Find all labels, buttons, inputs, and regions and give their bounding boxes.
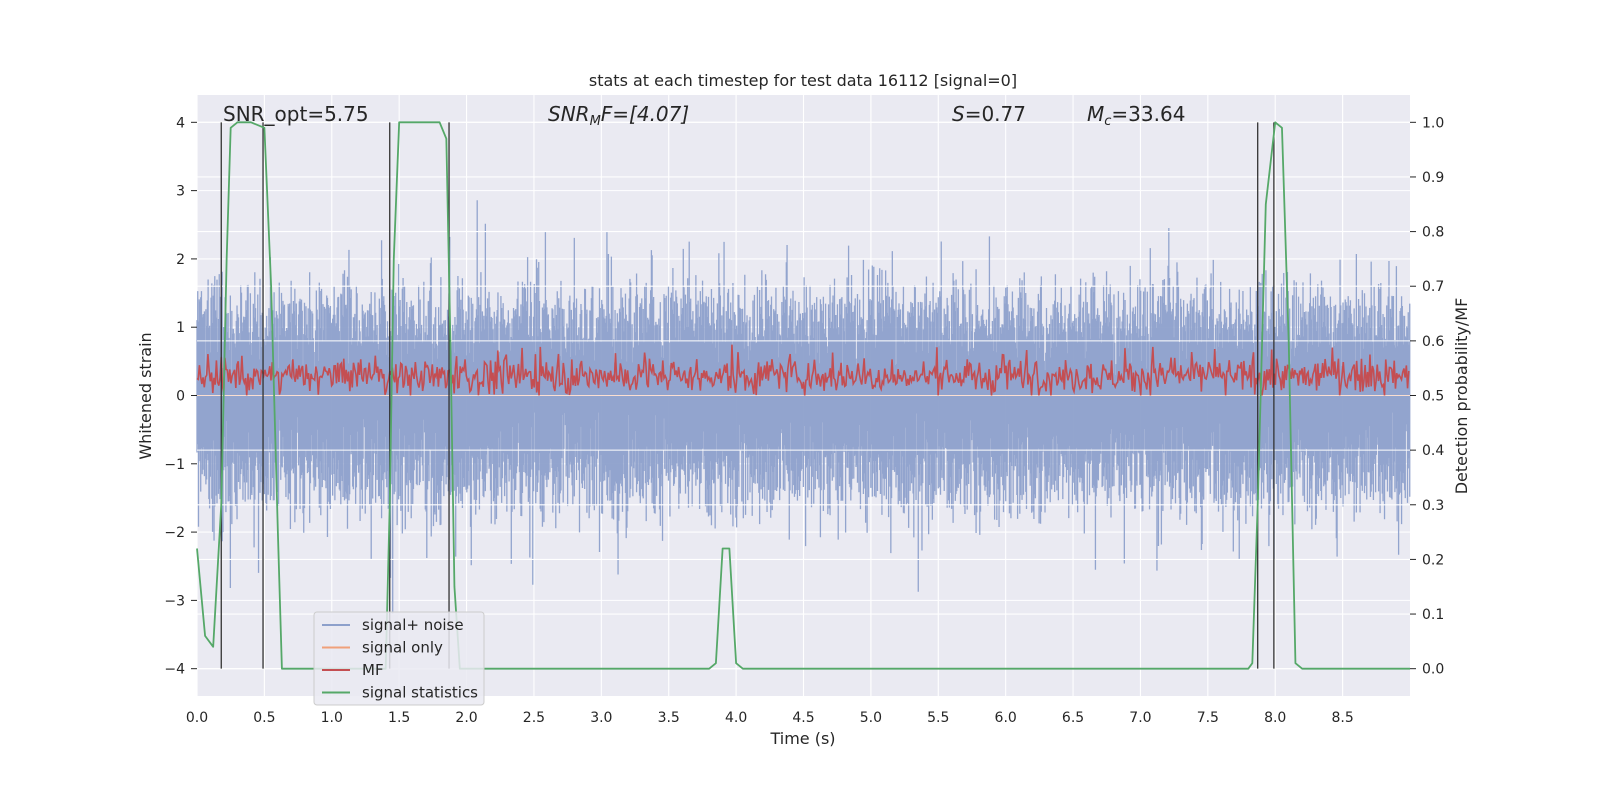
right-y-tick-label: 1.0 bbox=[1422, 115, 1444, 131]
right-y-tick-label: 0.8 bbox=[1422, 225, 1444, 241]
x-tick-label: 6.5 bbox=[1062, 710, 1084, 726]
right-y-tick-label: 0.1 bbox=[1422, 607, 1444, 623]
left-y-tick-label: −3 bbox=[164, 593, 185, 609]
right-y-tick-label: 0.2 bbox=[1422, 552, 1444, 568]
mf-line bbox=[196, 344, 1410, 396]
right-y-axis-label: Detection probability/MF bbox=[1452, 298, 1471, 495]
right-y-tick-label: 0.9 bbox=[1422, 170, 1444, 186]
x-axis-label: Time (s) bbox=[769, 729, 835, 748]
x-tick-label: 2.0 bbox=[455, 710, 477, 726]
x-tick-label: 0.0 bbox=[186, 710, 208, 726]
x-tick-label: 7.5 bbox=[1197, 710, 1219, 726]
snr-mf-annotation: SNRMF=[4.07] bbox=[548, 102, 689, 129]
right-y-tick-label: 0.6 bbox=[1422, 334, 1444, 350]
legend-label: signal statistics bbox=[362, 684, 478, 702]
s-value: =0.77 bbox=[965, 102, 1026, 126]
chart-title: stats at each timestep for test data 161… bbox=[589, 71, 1017, 90]
left-y-tick-label: 4 bbox=[176, 115, 185, 131]
mc-annotation: Mc=33.64 bbox=[1087, 102, 1185, 129]
snr-opt-annotation: SNR_opt=5.75 bbox=[223, 102, 369, 126]
right-y-tick-label: 0.4 bbox=[1422, 443, 1444, 459]
x-tick-label: 8.5 bbox=[1331, 710, 1353, 726]
legend-label: MF bbox=[362, 661, 384, 679]
mc-value: =33.64 bbox=[1111, 102, 1185, 126]
legend-label: signal+ noise bbox=[362, 616, 464, 634]
right-y-tick-labels: 1.0 0.9 0.8 0.7 0.6 0.5 0.4 0.3 0.2 0.1 0.0 bbox=[1410, 115, 1444, 678]
snr-mf-suffix: F=[4.07] bbox=[601, 102, 689, 126]
s-annotation: S=0.77 bbox=[952, 102, 1026, 126]
x-tick-label: 3.5 bbox=[658, 710, 680, 726]
left-y-tick-label: −2 bbox=[164, 525, 185, 541]
x-tick-labels: 0.0 0.5 1.0 1.5 2.0 2.5 3.0 3.5 4.0 4.5 5.0 5.5 6.0 6… bbox=[186, 710, 1354, 726]
left-y-tick-label: 2 bbox=[176, 252, 185, 268]
x-tick-label: 4.0 bbox=[725, 710, 747, 726]
legend-label: signal only bbox=[362, 639, 443, 657]
x-tick-label: 7.0 bbox=[1129, 710, 1151, 726]
right-y-tick-label: 0.5 bbox=[1422, 389, 1444, 405]
left-y-axis-label: Whitened strain bbox=[136, 332, 155, 459]
left-y-tick-label: −1 bbox=[164, 457, 185, 473]
x-tick-label: 2.5 bbox=[523, 710, 545, 726]
right-y-tick-label: 0.7 bbox=[1422, 279, 1444, 295]
snr-mf-subscript: M bbox=[590, 114, 601, 129]
x-tick-label: 4.5 bbox=[792, 710, 814, 726]
left-y-tick-label: 3 bbox=[176, 184, 185, 200]
mc-symbol: M bbox=[1087, 102, 1104, 126]
x-tick-label: 8.0 bbox=[1264, 710, 1286, 726]
left-y-tick-label: 0 bbox=[176, 389, 185, 405]
snr-mf-symbol: SNR bbox=[548, 102, 590, 126]
right-y-tick-label: 0.0 bbox=[1422, 662, 1444, 678]
x-tick-label: 1.5 bbox=[388, 710, 410, 726]
left-y-tick-labels: 4 3 2 1 0 −1 −2 −3 −4 bbox=[164, 115, 197, 678]
x-tick-label: 3.0 bbox=[590, 710, 612, 726]
legend-box bbox=[313, 611, 485, 706]
x-tick-label: 5.0 bbox=[860, 710, 882, 726]
x-tick-label: 1.0 bbox=[321, 710, 343, 726]
mc-subscript: c bbox=[1104, 114, 1111, 129]
legend: signal+ noise signal only MF signal statist… bbox=[313, 611, 485, 706]
right-y-tick-label: 0.3 bbox=[1422, 498, 1444, 514]
left-y-tick-label: 1 bbox=[176, 320, 185, 336]
x-tick-label: 5.5 bbox=[927, 710, 949, 726]
right-y-gridlines bbox=[197, 121, 1410, 670]
x-tick-label: 6.0 bbox=[995, 710, 1017, 726]
left-y-tick-label: −4 bbox=[164, 662, 185, 678]
event-markers bbox=[220, 122, 1275, 669]
s-symbol: S bbox=[952, 102, 965, 126]
x-tick-label: 0.5 bbox=[253, 710, 275, 726]
mf-series bbox=[196, 344, 1410, 396]
